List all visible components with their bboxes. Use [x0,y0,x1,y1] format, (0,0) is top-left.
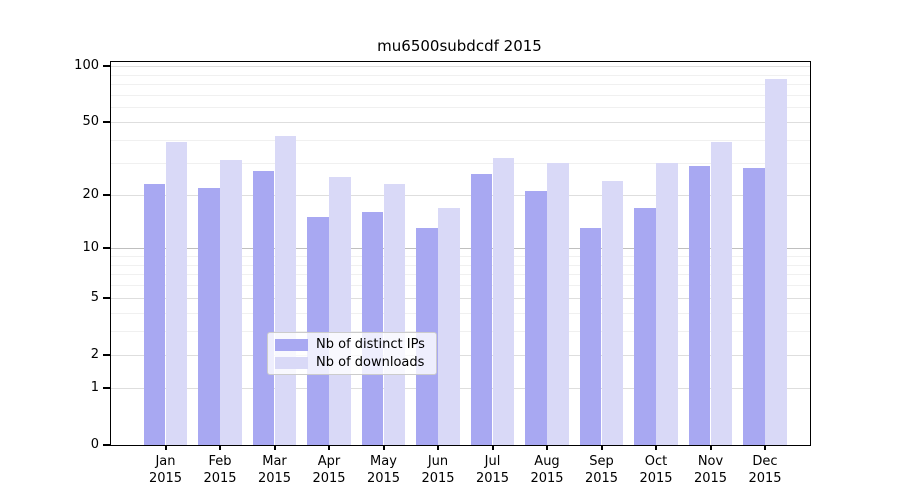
x-tick-mark [219,445,221,450]
legend: Nb of distinct IPs Nb of downloads [267,332,437,375]
bar-distinct-ips-jan [143,184,166,445]
legend-item-downloads: Nb of downloads [275,355,436,370]
gridline-minor [111,94,810,96]
bar-downloads-mar [274,136,297,445]
x-tick-mark [164,445,167,450]
y-tick-label: 5 [90,289,99,305]
x-tick-mark [600,445,603,450]
x-tick-mark [273,445,276,450]
y-tick-mark [103,387,110,390]
gridline-major [111,354,810,356]
x-tick-label: Sep 2015 [584,454,619,486]
gridline-minor [111,162,810,164]
y-tick-mark [103,353,110,356]
gridline-minor [111,331,810,333]
x-tick-label: Dec 2015 [748,454,782,486]
bar-downloads-jul [492,157,515,445]
y-tick-mark [103,193,110,196]
x-tick-label: May 2015 [366,454,401,486]
chart-title: mu6500subdcdf 2015 [377,37,542,55]
gridline-major [111,388,810,390]
gridline-minor [111,107,810,109]
gridline-major [111,65,810,67]
x-tick-label: Jul 2015 [475,454,510,486]
x-tick-mark [437,445,439,450]
y-tick-label: 1 [90,380,99,396]
x-tick-label: Oct 2015 [639,454,673,486]
gridline-major [111,194,810,196]
bar-distinct-ips-may [361,212,384,445]
x-tick-label: Mar 2015 [257,454,292,486]
y-tick-mark [103,247,110,250]
bar-downloads-dec [765,79,787,445]
x-tick-label: Jun 2015 [421,454,455,486]
x-tick-mark [328,445,330,450]
y-tick-label: 10 [82,240,99,256]
gridline-minor [111,264,810,266]
y-tick-label: 50 [82,114,99,130]
x-tick-mark [764,445,766,450]
gridline-minor [111,285,810,287]
bar-distinct-ips-aug [525,191,547,445]
gridline-minor [111,74,810,76]
bar-distinct-ips-dec [743,168,765,445]
x-tick-label: Feb 2015 [203,454,237,486]
bar-distinct-ips-feb [198,187,220,445]
gridline-major [111,122,810,124]
gridline-minor [111,312,810,314]
x-tick-label: Apr 2015 [312,454,346,486]
x-tick-mark [655,445,657,450]
bar-downloads-jun [438,207,460,445]
legend-swatch-distinct-ips [275,338,308,351]
bar-distinct-ips-oct [634,207,656,445]
x-tick-label: Aug 2015 [530,454,564,486]
bar-distinct-ips-jul [470,174,493,445]
bar-downloads-sep [601,180,624,445]
y-tick-label: 2 [90,346,99,362]
y-tick-label: 20 [82,186,99,202]
bar-distinct-ips-nov [688,165,711,445]
gridline-minor [111,274,810,276]
y-tick-label: 100 [74,57,99,73]
bar-downloads-may [383,184,406,445]
legend-swatch-downloads [275,356,308,369]
gridline-major [111,297,810,299]
gridline-minor [111,140,810,141]
y-tick-label: 0 [90,437,99,452]
x-tick-mark [546,445,548,450]
bar-distinct-ips-mar [252,171,275,445]
plot-area: 0 1 2 5 10 20 50 100 Jan 2015 Feb 2015 Mar 2015 Apr 201… [74,58,811,486]
y-tick-mark [103,296,110,299]
y-tick-mark [103,121,110,124]
bar-downloads-nov [710,142,733,445]
bar-downloads-feb [220,160,242,445]
bar-downloads-oct [656,162,678,445]
legend-label-distinct-ips: Nb of distinct IPs [316,337,425,352]
x-tick-label: Jan 2015 [148,454,183,486]
bar-downloads-apr [329,177,351,445]
x-tick-mark [709,445,712,450]
gridline-major [111,248,810,250]
legend-label-downloads: Nb of downloads [316,355,425,370]
gridline-minor [111,84,810,86]
x-tick-mark [382,445,385,450]
gridline-minor [111,255,810,257]
legend-item-distinct-ips: Nb of distinct IPs [275,337,436,352]
bar-downloads-jan [165,142,188,445]
y-tick-mark [103,64,110,67]
x-tick-label: Nov 2015 [693,454,728,486]
bar-downloads-aug [547,162,569,445]
bar-distinct-ips-sep [579,228,602,445]
y-tick-mark [103,444,110,446]
bar-distinct-ips-apr [307,217,329,445]
x-tick-mark [491,445,494,450]
